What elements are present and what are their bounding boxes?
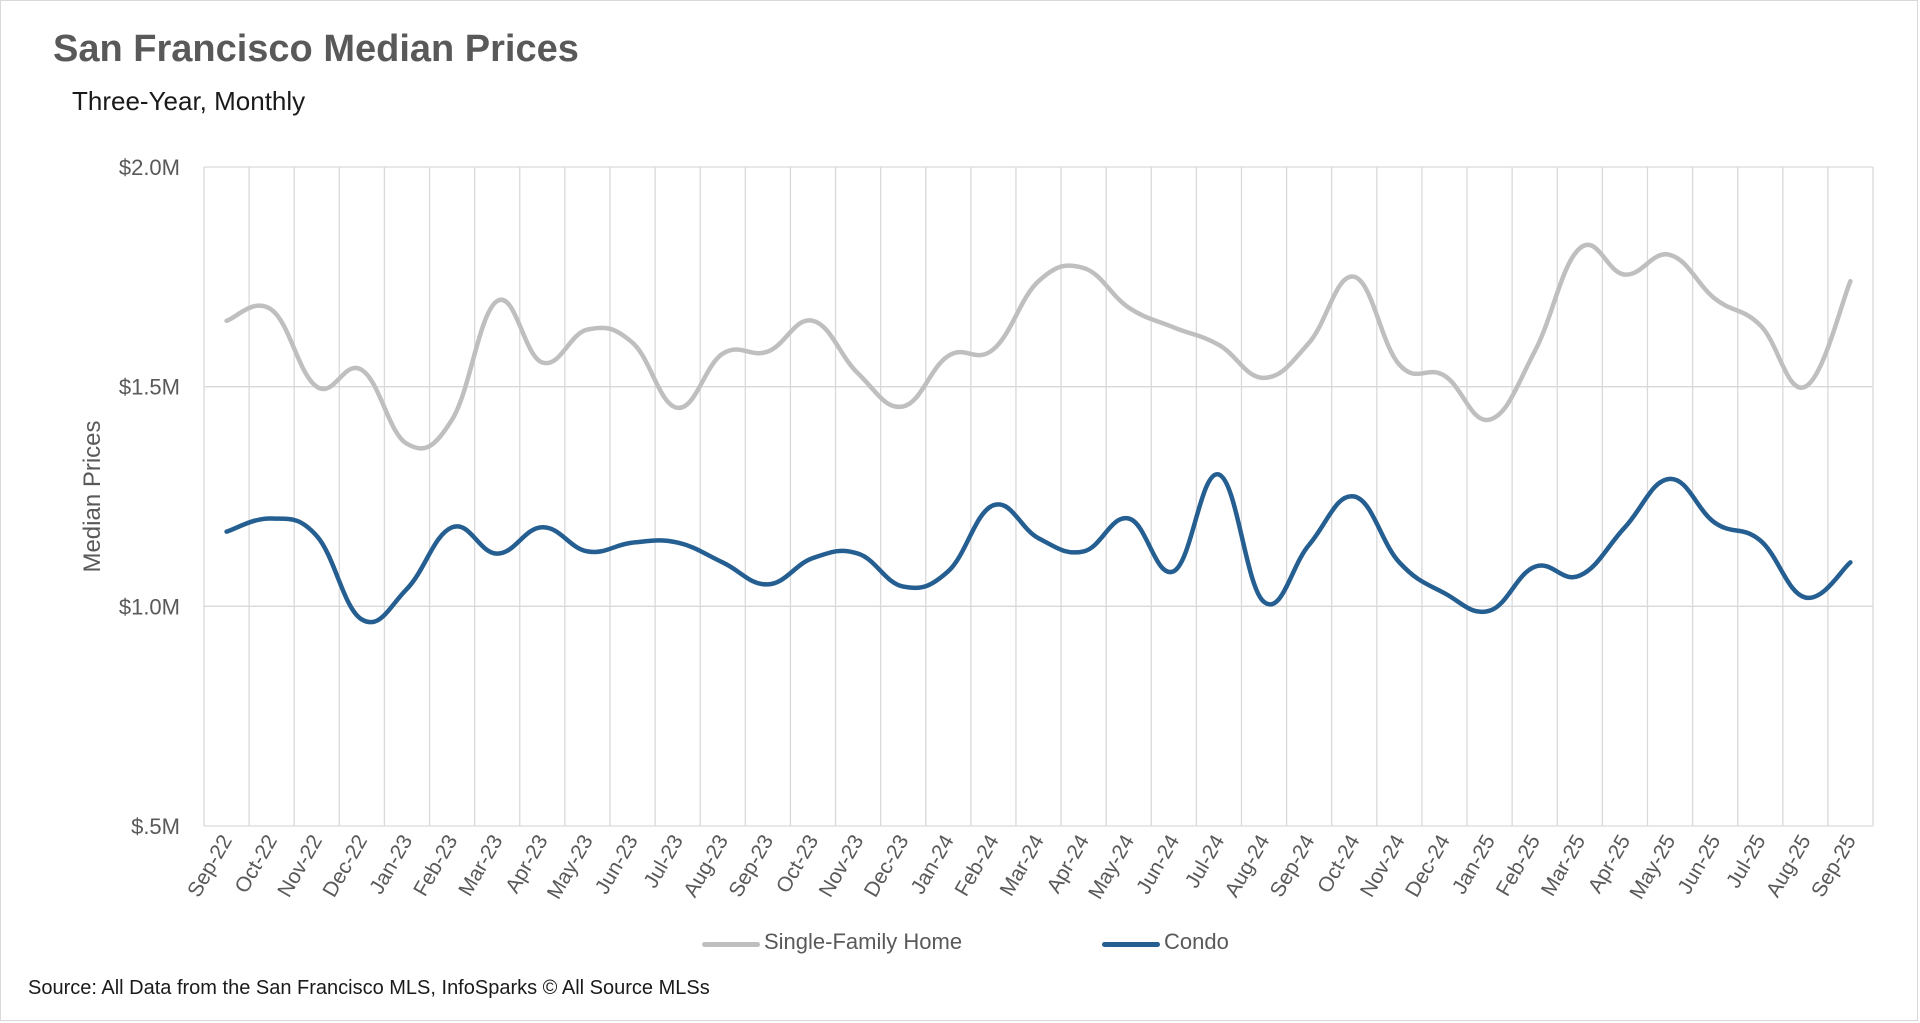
x-tick-label: Jul-25 (1722, 831, 1771, 892)
series-line-condo (224, 472, 1853, 625)
x-tick-label: Sep-24 (1266, 831, 1320, 901)
x-tick-label: Dec-22 (318, 831, 372, 901)
x-tick-label: Mar-25 (1537, 831, 1590, 900)
x-tick-label: Jun-23 (591, 831, 643, 898)
legend-label-single-family: Single-Family Home (764, 929, 963, 954)
x-tick-label: Mar-24 (996, 831, 1049, 900)
source-note: Source: All Data from the San Francisco … (28, 977, 710, 999)
x-tick-label: Dec-23 (860, 831, 914, 901)
y-tick-label: $1.5M (119, 375, 180, 400)
y-tick-label: $2.0M (119, 155, 180, 180)
x-tick-label: Sep-22 (183, 831, 237, 901)
legend-swatch-condo (1102, 942, 1160, 947)
x-tick-label: Jun-24 (1132, 831, 1184, 898)
series-line-single-family-home (224, 242, 1853, 451)
legend-swatch-single-family (702, 942, 760, 947)
x-tick-label: Dec-24 (1401, 831, 1455, 901)
x-tick-label: Sep-23 (724, 831, 778, 901)
x-tick-label: Jun-25 (1673, 831, 1725, 898)
legend-label-condo: Condo (1164, 929, 1229, 954)
x-tick-label: May-24 (1084, 831, 1139, 903)
chart-title: San Francisco Median Prices (53, 28, 579, 70)
x-tick-label: Jul-23 (639, 831, 688, 892)
y-tick-label: $1.0M (119, 594, 180, 619)
x-tick-label: Mar-23 (454, 831, 507, 900)
chart-subtitle: Three-Year, Monthly (72, 86, 306, 116)
x-tick-label: Jul-24 (1181, 831, 1230, 892)
y-tick-label: $.5M (131, 814, 180, 839)
x-tick-label: Sep-25 (1807, 831, 1861, 901)
y-axis-title: Median Prices (79, 420, 106, 572)
